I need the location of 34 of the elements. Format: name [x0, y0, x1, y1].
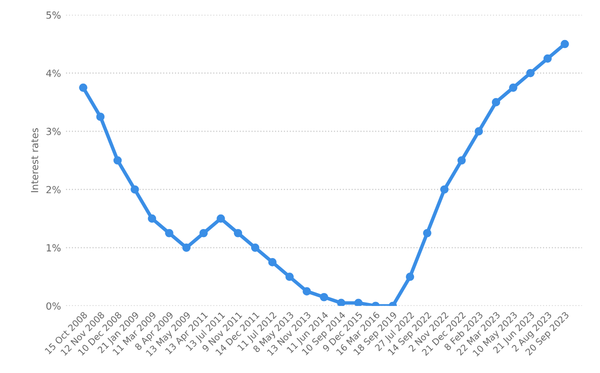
point: [423, 228, 432, 238]
point: [509, 83, 518, 92]
point: [268, 258, 277, 266]
point: [96, 112, 105, 121]
point: [543, 54, 552, 63]
point: [165, 228, 174, 238]
point: [526, 68, 535, 78]
y-tick-label: 1%: [46, 244, 61, 252]
point: [440, 185, 449, 194]
point: [406, 272, 414, 281]
point: [354, 298, 363, 306]
point: [457, 156, 466, 165]
y-tick-label: 0%: [46, 302, 61, 310]
point: [474, 127, 483, 136]
point: [302, 287, 311, 296]
y-tick-label: 5%: [46, 11, 61, 19]
point: [285, 272, 294, 281]
y-tick-label: 4%: [46, 70, 61, 77]
point: [216, 214, 225, 223]
point: [234, 228, 242, 238]
point: [113, 156, 122, 165]
point: [492, 98, 500, 106]
point: [148, 214, 156, 223]
point: [79, 83, 88, 92]
y-axis-title: Interest rates: [31, 128, 38, 192]
point: [320, 292, 328, 302]
point: [251, 244, 260, 252]
point: [560, 40, 569, 48]
point: [337, 298, 346, 306]
point: [182, 244, 191, 252]
point: [130, 185, 139, 194]
point: [199, 228, 208, 238]
y-tick-label: 2%: [46, 186, 61, 194]
y-tick-label: 3%: [46, 128, 61, 136]
